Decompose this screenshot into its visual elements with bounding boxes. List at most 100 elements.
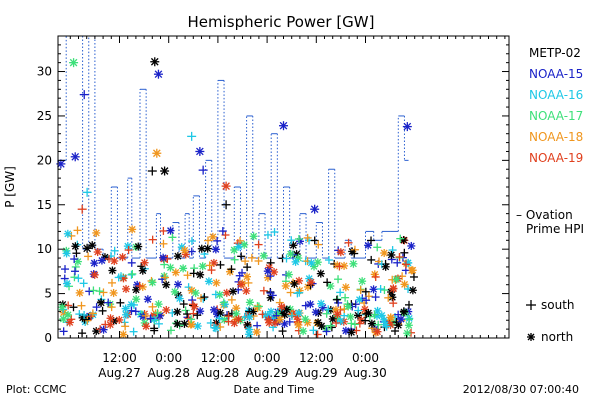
north-marker (306, 300, 315, 309)
north-marker (311, 308, 320, 317)
point-noaa-15 (195, 146, 205, 156)
north-marker (349, 259, 358, 268)
south-marker (401, 260, 410, 269)
north-marker (341, 283, 350, 292)
south-marker (254, 256, 263, 265)
south-marker (135, 282, 144, 291)
north-marker (132, 295, 141, 304)
north-marker (140, 258, 149, 267)
south-marker (322, 309, 331, 318)
north-marker (253, 303, 262, 312)
north-marker (367, 319, 376, 328)
north-marker (408, 286, 417, 295)
south-marker (70, 267, 79, 276)
south-marker (127, 270, 136, 279)
north-marker (265, 318, 274, 327)
south-marker (89, 286, 98, 295)
north-marker (396, 315, 405, 324)
south-marker (197, 294, 206, 303)
north-marker (317, 299, 326, 308)
north-marker (211, 245, 220, 254)
north-marker (132, 285, 141, 294)
south-marker (181, 306, 190, 315)
north-marker (381, 320, 390, 329)
south-marker (367, 255, 376, 264)
south-marker (61, 265, 70, 274)
south-marker (154, 319, 163, 328)
north-marker (106, 320, 115, 329)
north-marker (97, 298, 106, 307)
y-tick-label: 30 (37, 65, 52, 79)
south-marker (210, 323, 219, 332)
north-marker (403, 329, 412, 338)
south-marker (213, 236, 222, 245)
south-marker (370, 310, 379, 319)
south-marker (200, 293, 209, 302)
south-marker (127, 306, 136, 315)
south-marker (218, 227, 227, 236)
point-metp-02 (160, 166, 170, 176)
south-marker (270, 227, 279, 236)
south-marker (405, 315, 414, 324)
south-marker (404, 285, 413, 294)
ovation-legend: – Ovation Prime HPI (516, 208, 584, 236)
y-tick-label: 0 (44, 331, 52, 345)
north-marker (173, 252, 182, 261)
south-marker (409, 272, 418, 281)
south-marker (326, 321, 335, 330)
north-marker (180, 319, 189, 328)
south-marker (116, 298, 125, 307)
north-marker (230, 245, 239, 254)
north-marker (369, 285, 378, 294)
north-marker (159, 253, 168, 262)
x-tick-label-date: Aug.30 (344, 366, 387, 380)
north-marker (90, 259, 99, 268)
y-tick-label: 15 (37, 198, 52, 212)
south-marker (278, 327, 287, 336)
north-marker (108, 266, 117, 275)
north-marker (290, 279, 299, 288)
north-marker (245, 313, 254, 322)
south-marker (344, 238, 353, 247)
north-marker (399, 307, 408, 316)
south-marker (146, 314, 155, 323)
south-marker (332, 318, 341, 327)
north-marker (198, 262, 207, 271)
north-marker (344, 302, 353, 311)
marker-legend: south north (526, 298, 575, 344)
north-marker (173, 307, 182, 316)
south-marker (79, 279, 88, 288)
south-marker (334, 275, 343, 284)
south-marker (216, 260, 225, 269)
south-marker (95, 287, 104, 296)
x-tick-label-time: 0:00 (155, 351, 182, 365)
north-marker (387, 250, 396, 259)
south-marker (332, 295, 341, 304)
north-marker (208, 232, 217, 241)
north-marker (196, 307, 205, 316)
south-marker (371, 272, 380, 281)
x-tick-label-date: Aug.29 (295, 366, 338, 380)
south-marker (159, 226, 168, 235)
north-marker (394, 321, 403, 330)
south-marker (238, 268, 247, 277)
north-marker (347, 328, 356, 337)
north-marker (173, 280, 182, 289)
north-marker (58, 303, 67, 312)
south-marker (324, 256, 333, 265)
north-marker (245, 325, 254, 334)
y-tick-label: 10 (37, 242, 52, 256)
south-marker (75, 310, 84, 319)
south-marker (211, 290, 220, 299)
x-tick-label-date: Aug.28 (197, 366, 240, 380)
south-marker (121, 322, 130, 331)
south-marker (74, 274, 83, 283)
south-marker (272, 311, 281, 320)
north-marker (175, 294, 184, 303)
north-marker (92, 327, 101, 336)
south-marker (204, 236, 213, 245)
south-marker (310, 236, 319, 245)
point-noaa-15 (279, 121, 288, 131)
north-marker (180, 246, 189, 255)
point-noaa-16 (187, 131, 197, 141)
